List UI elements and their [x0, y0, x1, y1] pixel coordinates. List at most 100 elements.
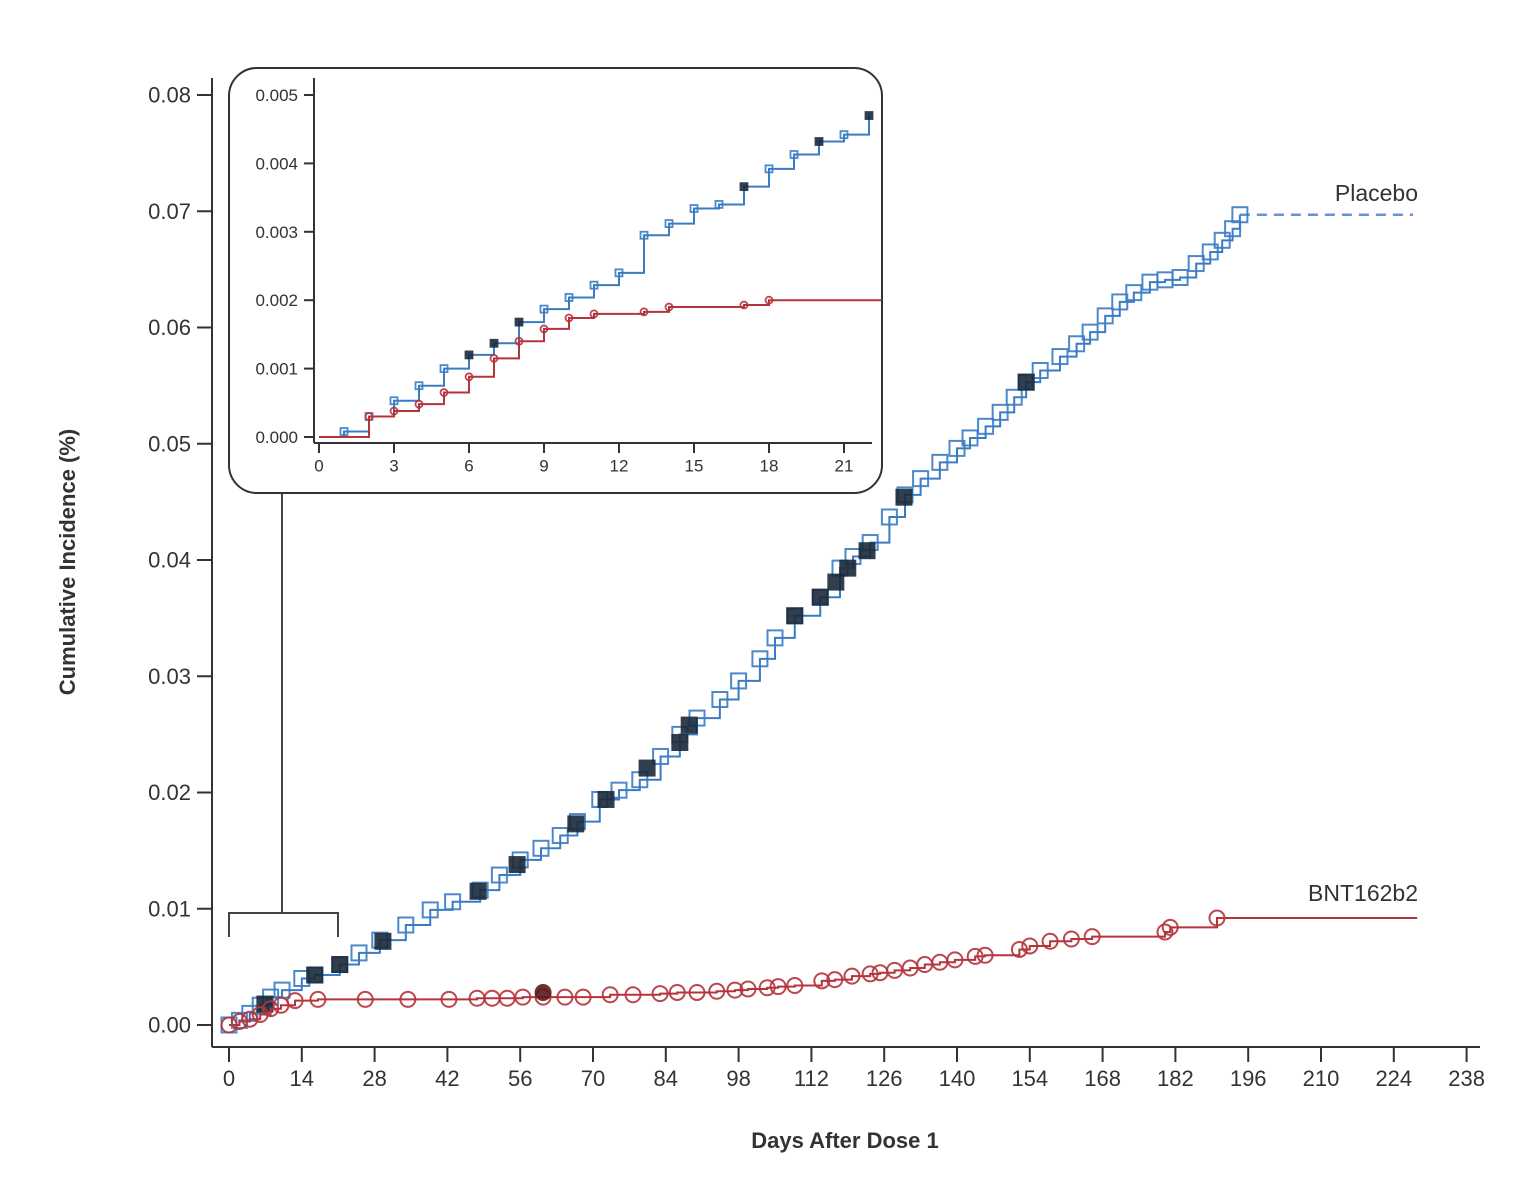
bnt162b2-marker: [574, 988, 592, 1006]
placebo-marker: [858, 542, 876, 560]
bnt162b2-marker: [414, 399, 424, 409]
y-tick-label: 0.06: [148, 315, 191, 340]
bnt162b2-marker: [514, 336, 524, 346]
placebo-marker: [1068, 335, 1086, 353]
placebo-marker: [931, 453, 949, 471]
x-tick-label: 3: [389, 457, 398, 476]
bnt162b2-marker: [356, 990, 374, 1008]
placebo-marker: [751, 650, 769, 668]
placebo-series-label: Placebo: [1335, 180, 1418, 206]
placebo-marker: [864, 111, 874, 120]
placebo-marker: [895, 488, 913, 506]
placebo-marker: [689, 204, 699, 213]
bnt162b2-marker: [813, 972, 831, 990]
placebo-marker: [789, 150, 799, 159]
y-tick-label: 0.05: [148, 431, 191, 456]
bnt162b2-marker: [976, 946, 994, 964]
x-tick-label: 6: [464, 457, 473, 476]
placebo-marker: [1231, 206, 1249, 224]
placebo-marker: [638, 759, 656, 777]
x-tick-label: 224: [1375, 1066, 1412, 1091]
bnt162b2-marker: [651, 985, 669, 1003]
placebo-marker: [714, 200, 724, 209]
inset-plot-area: [319, 111, 882, 438]
placebo-marker: [1187, 255, 1205, 273]
y-tick-label: 0.004: [255, 154, 298, 173]
bnt162b2-step-line: [229, 917, 1418, 1026]
bnt162b2-marker: [534, 983, 552, 1001]
x-tick-label: 84: [654, 1066, 678, 1091]
x-tick-label: 42: [435, 1066, 459, 1091]
y-axis-title: Cumulative Incidence (%): [55, 429, 80, 696]
bnt162b2-marker: [639, 307, 649, 317]
bnt162b2-marker: [439, 388, 449, 397]
placebo-marker: [961, 429, 979, 447]
placebo-marker: [439, 364, 449, 374]
placebo-marker: [912, 470, 930, 488]
x-tick-label: 140: [939, 1066, 976, 1091]
x-tick-label: 238: [1448, 1066, 1485, 1091]
x-tick-label: 14: [290, 1066, 314, 1091]
placebo-marker: [414, 381, 424, 391]
bnt162b2-marker: [1062, 930, 1080, 948]
placebo-marker: [880, 508, 898, 526]
y-tick-label: 0.005: [255, 86, 298, 105]
placebo-marker: [1201, 243, 1219, 261]
placebo-marker: [711, 691, 729, 708]
placebo-marker: [567, 815, 585, 833]
bnt162b2-marker: [262, 1000, 280, 1018]
bnt162b2-marker: [556, 988, 574, 1006]
y-tick-label: 0.02: [148, 780, 191, 805]
bnt162b2-marker: [309, 990, 327, 1008]
bnt162b2-marker: [564, 313, 574, 323]
y-tick-label: 0.01: [148, 896, 191, 921]
y-tick-label: 0.002: [255, 291, 298, 310]
bnt162b2-marker: [786, 976, 804, 994]
y-tick-label: 0.04: [148, 548, 191, 573]
bnt162b2-marker: [440, 990, 458, 1008]
placebo-marker: [977, 417, 995, 435]
placebo-marker: [551, 827, 569, 845]
x-tick-label: 210: [1303, 1066, 1340, 1091]
bnt162b2-marker: [1208, 909, 1226, 927]
placebo-marker: [514, 317, 524, 327]
bnt162b2-marker: [539, 324, 549, 334]
bnt162b2-marker: [514, 988, 532, 1006]
placebo-marker: [389, 396, 399, 406]
placebo-marker: [814, 137, 824, 146]
bnt162b2-marker: [664, 302, 674, 312]
placebo-marker: [948, 439, 966, 457]
bnt162b2-marker: [589, 309, 599, 319]
placebo-marker: [1125, 284, 1143, 302]
x-tick-label: 126: [866, 1066, 903, 1091]
x-tick-label: 168: [1084, 1066, 1121, 1091]
placebo-step-line: [319, 115, 870, 438]
bnt162b2-marker: [688, 983, 706, 1001]
placebo-marker: [1017, 373, 1035, 391]
y-tick-label: 0.00: [148, 1013, 191, 1038]
x-tick-label: 15: [685, 457, 704, 476]
bnt162b2-marker: [758, 979, 776, 997]
x-tick-label: 12: [610, 457, 629, 476]
bnt162b2-marker: [966, 947, 984, 965]
placebo-marker: [539, 304, 549, 314]
placebo-marker: [489, 338, 499, 348]
placebo-marker: [1031, 362, 1049, 380]
placebo-marker: [339, 427, 349, 436]
x-tick-label: 98: [726, 1066, 750, 1091]
bnt162b2-marker: [708, 982, 726, 1000]
bnt162b2-marker: [230, 1013, 248, 1031]
placebo-marker: [614, 268, 624, 278]
bnt162b2-marker: [241, 1010, 259, 1028]
placebo-marker: [610, 781, 628, 799]
bnt162b2-marker: [739, 980, 757, 998]
x-tick-label: 196: [1230, 1066, 1267, 1091]
bnt162b2-marker: [1041, 932, 1059, 950]
placebo-marker: [786, 607, 804, 625]
y-tick-label: 0.03: [148, 664, 191, 689]
bnt162b2-marker: [624, 986, 642, 1004]
y-tick-label: 0.001: [255, 360, 298, 379]
placebo-marker: [532, 839, 550, 857]
placebo-marker: [1111, 293, 1129, 311]
